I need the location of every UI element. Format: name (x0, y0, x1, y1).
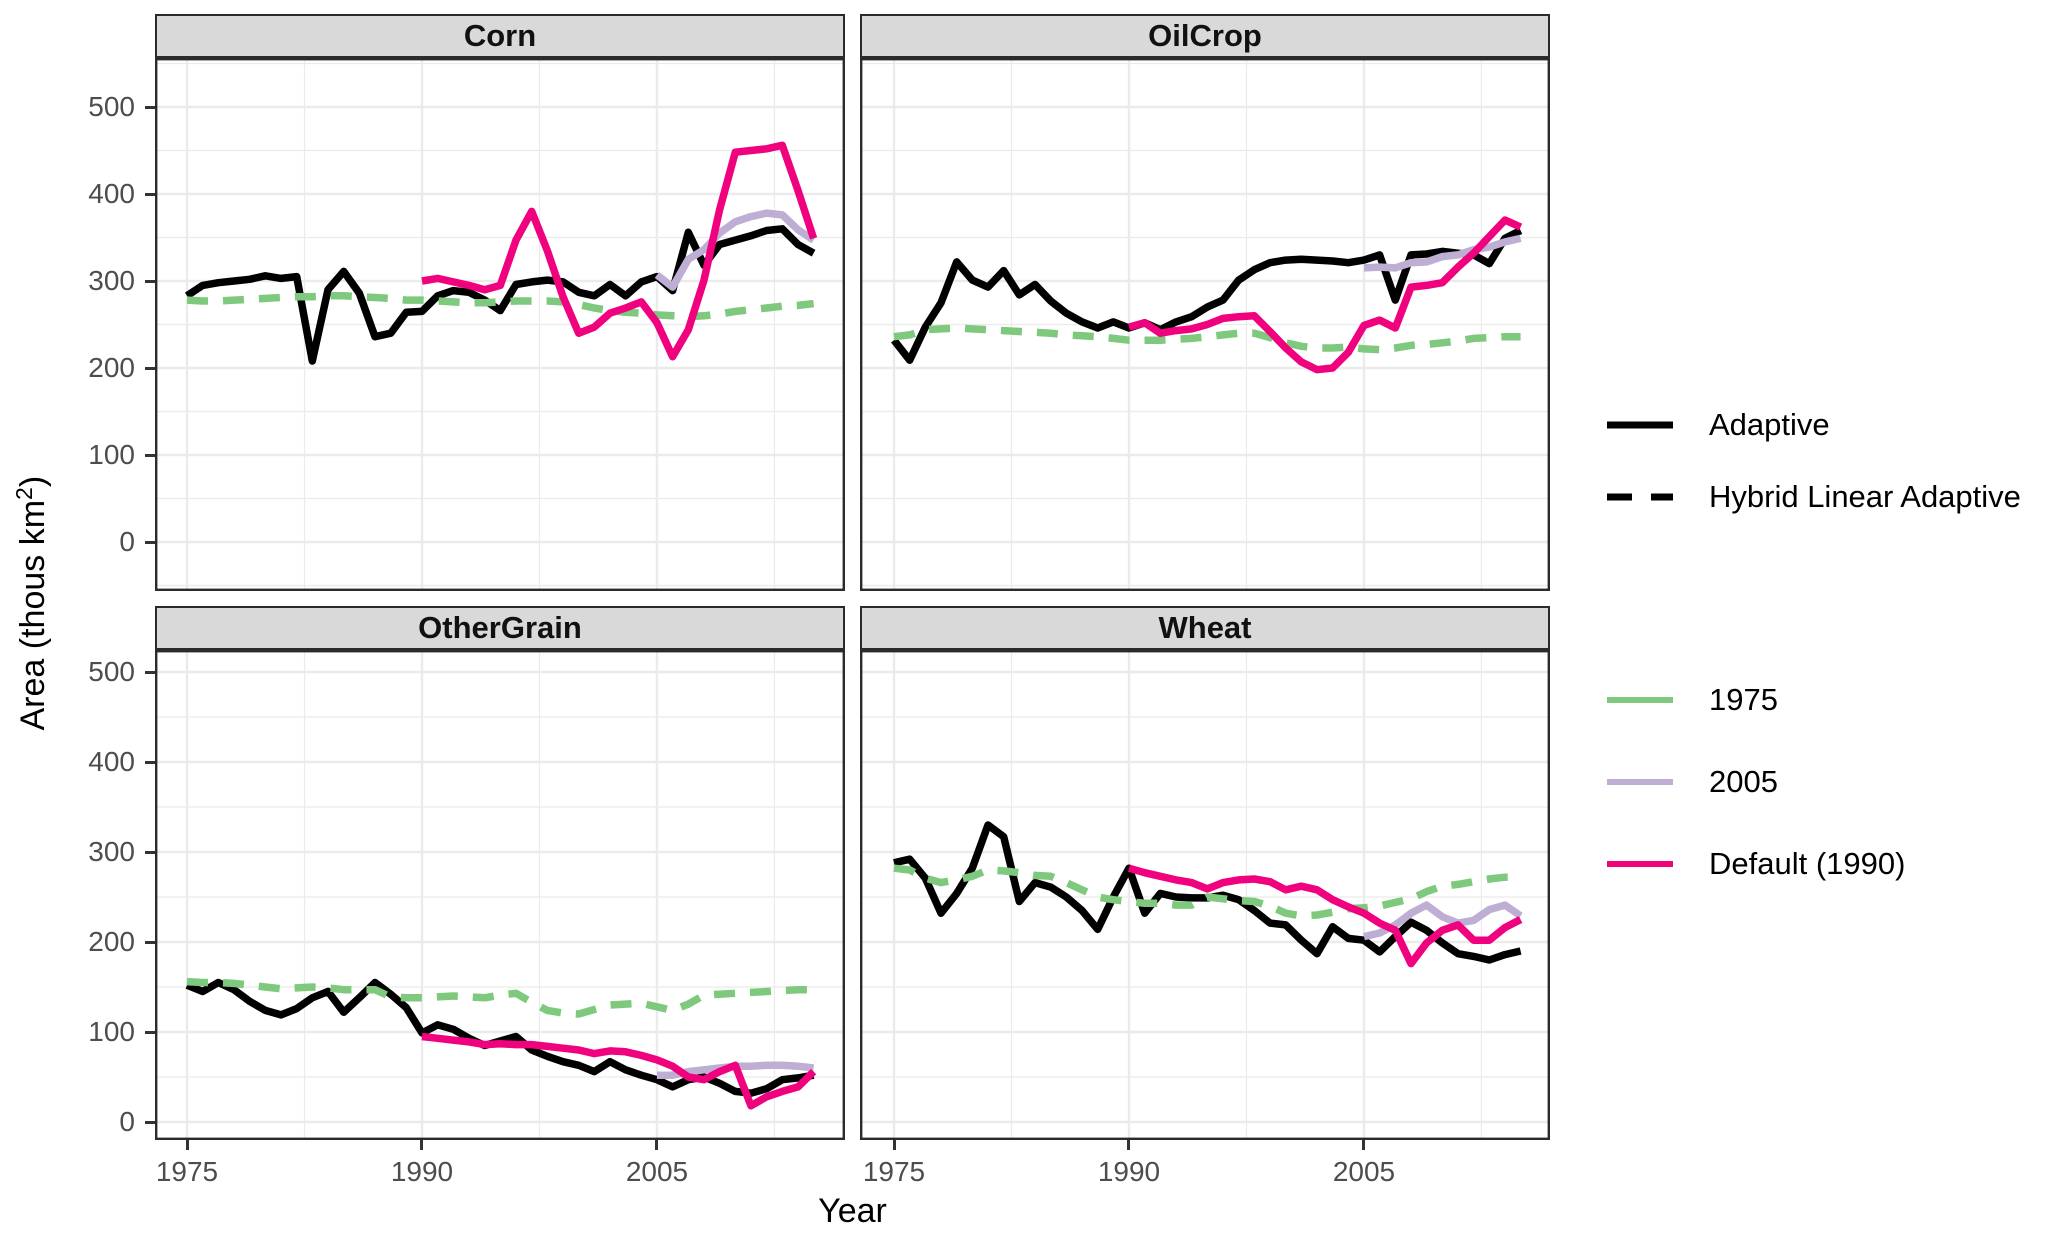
panel-corn: Corn (155, 14, 845, 591)
x-tick-label: 1975 (862, 1156, 926, 1187)
x-tick-mark (185, 1140, 189, 1150)
y-tick-label: 200 (88, 926, 135, 957)
panel-wheat: Wheat (860, 606, 1550, 1140)
series-purple-solid-oilcrop (1363, 234, 1522, 272)
series-green-dashed-wheat (893, 864, 1521, 920)
series-pink-solid-oilcrop (1128, 216, 1523, 374)
y-axis-title: Area (thous km2) (10, 475, 53, 731)
y-tick-mark (145, 366, 155, 370)
legend-key-default-1990--line (1607, 861, 1673, 867)
legend-key-hybrid-linear-adaptive-line (1607, 493, 1673, 501)
y-tick-mark (145, 279, 155, 283)
chart-othergrain (155, 650, 845, 1140)
legend-entry-default-1990-: Default (1990) (1605, 842, 1905, 886)
y-tick-label: 400 (88, 178, 135, 209)
legend-label-default-1990-: Default (1990) (1709, 846, 1906, 881)
y-tick-mark (145, 192, 155, 196)
y-tick-mark (145, 850, 155, 854)
chart-corn (155, 58, 845, 591)
x-tick-label: 1975 (155, 1156, 219, 1187)
series-green-dashed-corn (186, 292, 815, 321)
y-tick-label: 200 (88, 352, 135, 383)
chart-oilcrop (860, 58, 1550, 591)
x-tick-mark (1127, 1140, 1131, 1150)
legend-label-hybrid-linear-adaptive: Hybrid Linear Adaptive (1709, 479, 2021, 514)
panel-oilcrop: OilCrop (860, 14, 1550, 591)
y-tick-mark (145, 1030, 155, 1034)
series-pink-solid-wheat (1127, 864, 1523, 968)
y-tick-label: 500 (88, 656, 135, 687)
x-tick-label: 2005 (1332, 1156, 1396, 1187)
facet-strip-corn: Corn (155, 14, 845, 58)
series-pink-solid-othergrain (421, 1032, 817, 1110)
series-pink-solid-corn (421, 141, 818, 361)
x-axis-title: Year (818, 1192, 887, 1230)
y-tick-mark (145, 670, 155, 674)
x-tick-mark (420, 1140, 424, 1150)
legend-key-adaptive-line (1607, 421, 1673, 429)
y-tick-label: 100 (88, 1016, 135, 1047)
legend-label-adaptive: Adaptive (1709, 407, 1830, 442)
y-tick-mark (145, 940, 155, 944)
x-tick-label: 2005 (625, 1156, 689, 1187)
y-tick-label: 300 (88, 265, 135, 296)
x-tick-mark (1362, 1140, 1366, 1150)
series-black-solid-oilcrop (891, 227, 1523, 364)
panel-othergrain: OtherGrain (155, 606, 845, 1140)
x-tick-label: 1990 (1097, 1156, 1161, 1187)
y-tick-mark (145, 540, 155, 544)
y-tick-label: 400 (88, 746, 135, 777)
legend-label-1975: 1975 (1709, 682, 1778, 717)
x-tick-mark (655, 1140, 659, 1150)
legend-key-1975-line (1607, 697, 1673, 703)
legend-entry-adaptive: Adaptive (1605, 403, 1830, 447)
y-tick-label: 0 (119, 1106, 135, 1137)
legend-entry-hybrid-linear-adaptive: Hybrid Linear Adaptive (1605, 475, 2021, 519)
y-tick-mark (145, 760, 155, 764)
y-tick-mark (145, 453, 155, 457)
legend-entry-2005: 2005 (1605, 760, 1778, 804)
legend-key-2005-line (1607, 779, 1673, 785)
y-tick-label: 300 (88, 836, 135, 867)
y-tick-mark (145, 105, 155, 109)
legend-label-2005: 2005 (1709, 764, 1778, 799)
x-tick-label: 1990 (390, 1156, 454, 1187)
facet-strip-oilcrop: OilCrop (860, 14, 1550, 58)
legend: Adaptive Hybrid Linear Adaptive 1975 2005 De… (1600, 0, 2067, 1245)
y-tick-mark (145, 1120, 155, 1124)
series-purple-solid-corn (654, 209, 816, 291)
legend-entry-1975: 1975 (1605, 678, 1778, 722)
facet-strip-othergrain: OtherGrain (155, 606, 845, 650)
chart-wheat (860, 650, 1550, 1140)
y-tick-label: 500 (88, 91, 135, 122)
y-tick-label: 100 (88, 439, 135, 470)
facet-strip-wheat: Wheat (860, 606, 1550, 650)
x-tick-mark (892, 1140, 896, 1150)
y-tick-label: 0 (119, 526, 135, 557)
